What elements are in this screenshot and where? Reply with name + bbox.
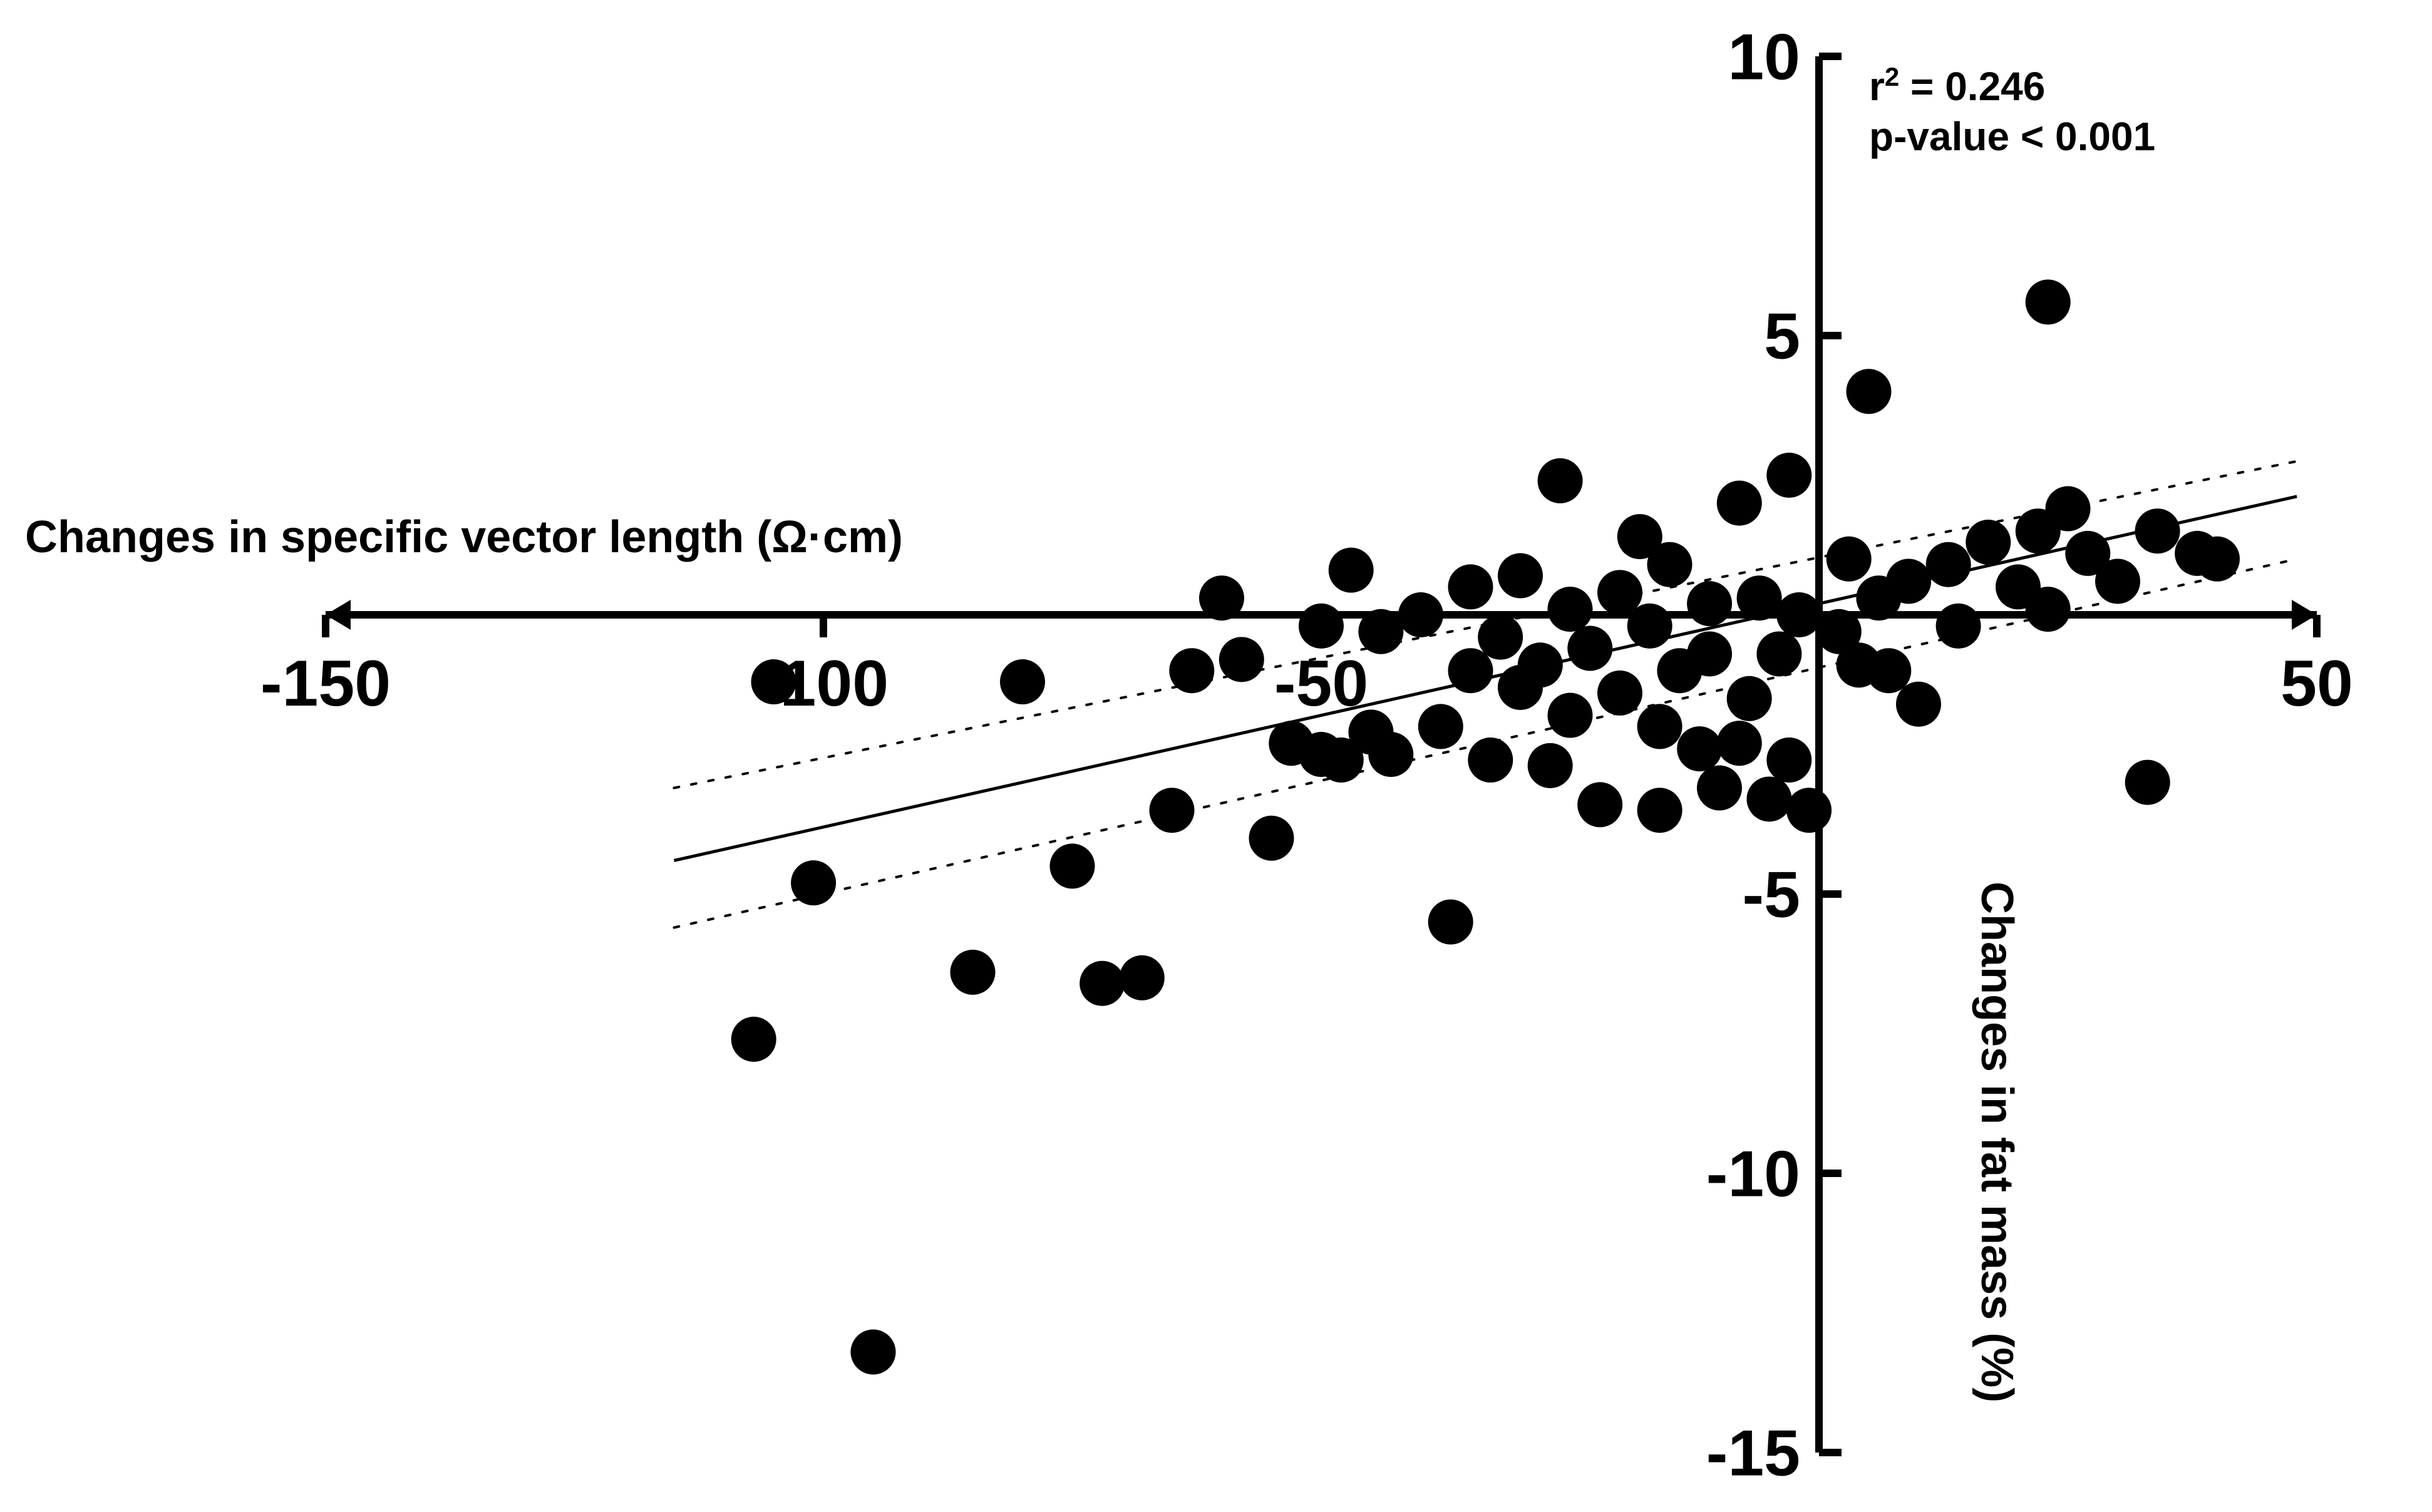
data-point — [1548, 587, 1593, 632]
data-point — [1827, 537, 1872, 582]
data-point — [1627, 604, 1672, 649]
data-point — [1766, 738, 1811, 783]
y-axis-label: Changes in fat mass (%) — [1972, 882, 2022, 1402]
data-point — [1120, 955, 1165, 1000]
data-point — [1597, 570, 1642, 615]
data-point — [1886, 558, 1931, 604]
data-point — [1398, 592, 1443, 637]
y-tick-label: -5 — [1743, 858, 1800, 931]
data-point — [1428, 900, 1473, 945]
data-point — [1747, 776, 1792, 821]
data-point — [1418, 704, 1463, 749]
data-point — [1478, 615, 1523, 660]
r2-annotation: r2 = 0.246 — [1869, 62, 2045, 110]
pvalue-annotation: p-value < 0.001 — [1869, 114, 2155, 159]
data-point — [1647, 542, 1693, 587]
data-point — [2125, 760, 2170, 805]
data-point — [1219, 637, 1264, 682]
data-point — [1966, 520, 2011, 565]
data-point — [1050, 843, 1095, 888]
data-point — [2026, 587, 2071, 632]
data-point — [1677, 726, 1722, 771]
y-tick-label: -15 — [1706, 1417, 1800, 1489]
data-point — [1896, 682, 1941, 727]
data-point — [1727, 676, 1772, 721]
y-tick-label: 5 — [1764, 300, 1800, 373]
data-point — [851, 1329, 896, 1374]
x-tick-label: -50 — [1274, 647, 1368, 720]
data-point — [1687, 631, 1732, 676]
data-point — [1538, 458, 1583, 503]
data-point — [1717, 481, 1762, 526]
data-point — [1498, 553, 1543, 599]
x-axis-label: Changes in specific vector length (Ω·cm) — [25, 512, 903, 562]
data-point — [1150, 788, 1195, 833]
data-point — [1368, 732, 1413, 777]
data-point — [1448, 564, 1493, 609]
data-point — [1786, 788, 1832, 833]
data-point — [2046, 486, 2091, 532]
data-point — [1866, 648, 1911, 693]
data-point — [1687, 581, 1732, 626]
data-point — [2195, 537, 2240, 582]
data-point — [1737, 575, 1782, 620]
scatter-chart: -150 -100 -50 50 -15 -10 -5 5 10 Changes in speci… — [0, 0, 2432, 1512]
data-point — [1567, 626, 1612, 671]
data-point — [1756, 631, 1801, 676]
data-point — [1518, 642, 1563, 687]
data-point — [1637, 788, 1682, 833]
data-point — [791, 860, 836, 905]
data-point — [1936, 604, 1981, 649]
data-point — [1776, 592, 1821, 637]
x-tick-label: 50 — [2280, 647, 2353, 720]
data-point — [2026, 279, 2071, 324]
data-point — [1249, 816, 1294, 861]
x-tick-label: -150 — [260, 647, 391, 720]
data-point — [1199, 575, 1244, 620]
data-point — [1717, 721, 1762, 766]
data-point — [2135, 508, 2180, 553]
y-tick-label: 10 — [1728, 21, 1800, 93]
data-point — [1528, 743, 1573, 788]
y-tick-label: -10 — [1706, 1138, 1800, 1210]
data-point — [1847, 369, 1892, 414]
data-point — [1079, 961, 1125, 1006]
data-point — [1329, 548, 1374, 593]
chart-svg: -150 -100 -50 50 -15 -10 -5 5 10 Changes in speci… — [0, 0, 2432, 1512]
data-point — [1448, 648, 1493, 693]
data-point — [1577, 782, 1622, 827]
data-point — [731, 1017, 776, 1062]
data-point — [1597, 671, 1642, 716]
data-point — [1766, 453, 1811, 498]
data-point — [1926, 542, 1971, 587]
data-point — [1548, 693, 1593, 738]
data-point — [1000, 659, 1045, 704]
data-point — [2095, 558, 2140, 604]
data-point — [1468, 738, 1513, 783]
data-point — [1697, 766, 1742, 811]
x-tick-label: -100 — [758, 647, 889, 720]
data-point — [1169, 648, 1214, 693]
data-point — [951, 950, 996, 995]
data-point — [1637, 704, 1682, 749]
